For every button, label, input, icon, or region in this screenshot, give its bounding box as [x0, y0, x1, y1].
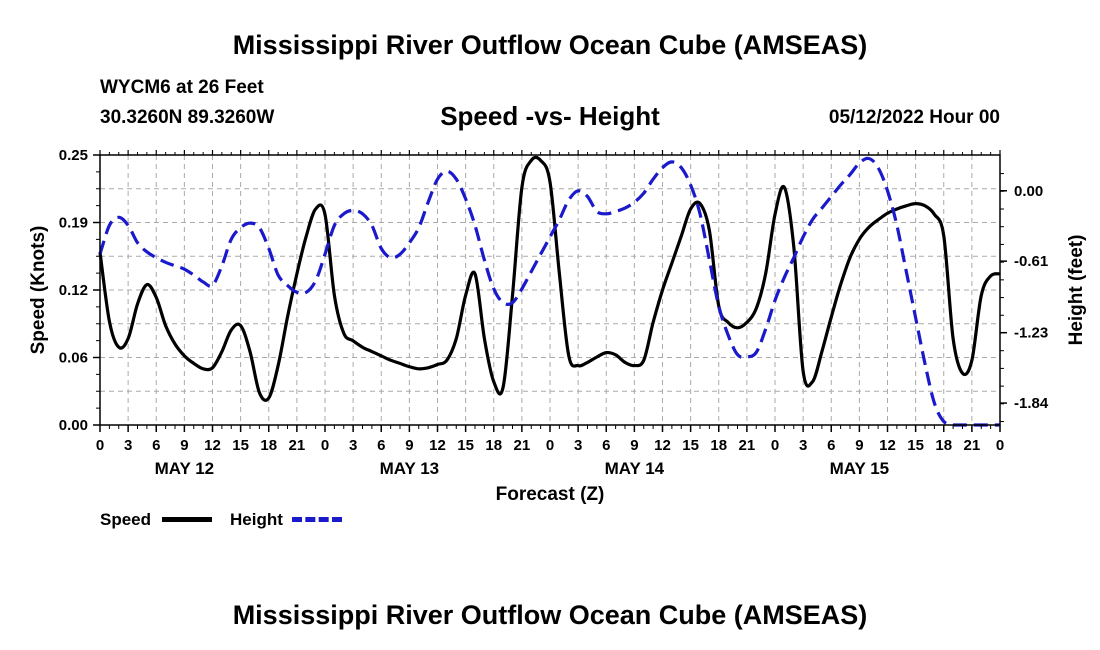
- day-label: MAY 12: [155, 459, 215, 478]
- x-tick-label: 12: [204, 437, 221, 454]
- x-tick-label: 6: [377, 437, 385, 454]
- series: [98, 155, 1001, 427]
- day-label: MAY 15: [830, 459, 890, 478]
- x-tick-label: 15: [907, 437, 924, 454]
- x-tick-label: 21: [289, 437, 306, 454]
- y-left-tick-label: 0.00: [59, 417, 88, 434]
- legend-speed-label: Speed: [100, 510, 152, 529]
- x-tick-label: 15: [457, 437, 474, 454]
- x-tick-label: 3: [349, 437, 357, 454]
- x-tick-label: 18: [485, 437, 502, 454]
- x-tick-label: 3: [799, 437, 807, 454]
- x-tick-label: 0: [996, 437, 1004, 454]
- x-tick-label: 0: [321, 437, 329, 454]
- axes: 0 3 6 9 12 15 18 21 0 3 6 9 12 15 18 21 0 3 6 9 12 15 18 21 0 3 6 9…: [59, 147, 1049, 478]
- x-tick-label: 21: [964, 437, 981, 454]
- x-tick-label: 0: [96, 437, 104, 454]
- x-tick-label: 6: [827, 437, 835, 454]
- x-tick-label: 18: [710, 437, 727, 454]
- footer-title: Mississippi River Outflow Ocean Cube (AM…: [232, 600, 868, 630]
- speed-vs-height-chart: 0 3 6 9 12 15 18 21 0 3 6 9 12 15 18 21 0 3 6 9 12 15 18 21 0 3 6 9…: [28, 147, 1087, 505]
- y-axis-right-label: Height (feet): [1066, 235, 1087, 346]
- x-tick-label: 21: [514, 437, 531, 454]
- legend-height-label: Height: [230, 510, 283, 529]
- station-label: WYCM6 at 26 Feet: [100, 77, 264, 98]
- x-tick-label: 6: [602, 437, 610, 454]
- x-tick-label: 21: [739, 437, 756, 454]
- x-tick-label: 9: [405, 437, 413, 454]
- y-right-tick-label: -0.61: [1014, 253, 1048, 270]
- coordinates-label: 30.3260N 89.3260W: [100, 107, 275, 128]
- x-tick-label: 18: [935, 437, 952, 454]
- speed-series-line: [98, 155, 1001, 402]
- grid: [100, 155, 1000, 425]
- y-right-tick-label: -1.23: [1014, 325, 1048, 342]
- y-right-tick-label: 0.00: [1014, 183, 1043, 200]
- legend-height-swatch: [292, 517, 342, 522]
- y-left-tick-label: 0.19: [59, 215, 88, 232]
- y-right-tick-label: -1.84: [1014, 395, 1049, 412]
- forecast-datetime: 05/12/2022 Hour 00: [828, 107, 1000, 128]
- x-tick-label: 15: [682, 437, 699, 454]
- legend-speed-swatch: [162, 517, 212, 522]
- x-tick-label: 9: [180, 437, 188, 454]
- x-tick-label: 6: [152, 437, 160, 454]
- x-tick-label: 3: [574, 437, 582, 454]
- x-tick-label: 9: [630, 437, 638, 454]
- x-tick-label: 15: [232, 437, 249, 454]
- x-tick-label: 18: [260, 437, 277, 454]
- x-tick-label: 12: [429, 437, 446, 454]
- chart-subtitle: Speed -vs- Height: [440, 101, 660, 131]
- day-label: MAY 13: [380, 459, 440, 478]
- y-left-tick-label: 0.12: [59, 282, 88, 299]
- y-left-tick-label: 0.25: [59, 147, 88, 164]
- y-left-tick-label: 0.06: [59, 350, 88, 367]
- height-series-line: [98, 156, 1000, 427]
- y-axis-left-label: Speed (Knots): [28, 226, 49, 355]
- x-tick-label: 12: [879, 437, 896, 454]
- x-tick-label: 12: [654, 437, 671, 454]
- day-label: MAY 14: [605, 459, 665, 478]
- x-axis-label: Forecast (Z): [496, 484, 605, 505]
- x-tick-label: 0: [771, 437, 779, 454]
- x-tick-label: 9: [855, 437, 863, 454]
- page-title: Mississippi River Outflow Ocean Cube (AM…: [232, 30, 868, 60]
- x-tick-label: 3: [124, 437, 132, 454]
- x-tick-label: 0: [546, 437, 554, 454]
